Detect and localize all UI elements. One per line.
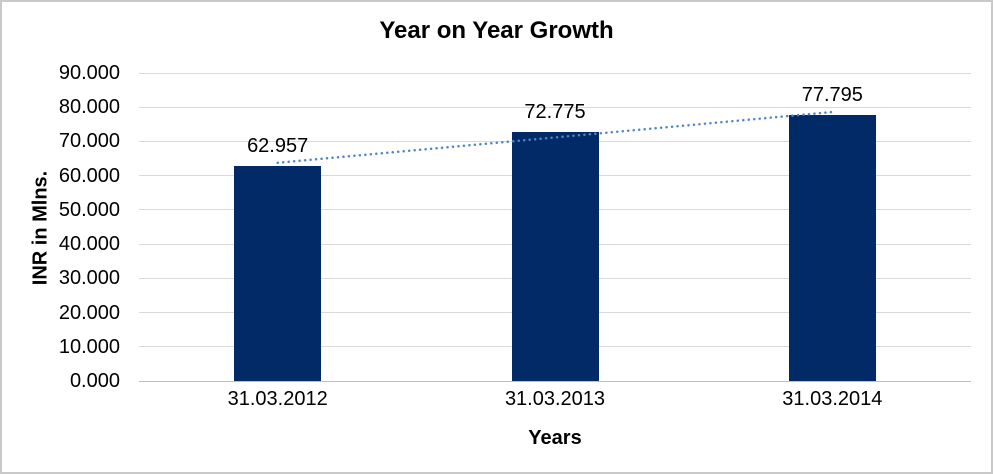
bar: [234, 165, 322, 381]
x-tick-label: 31.03.2014: [782, 388, 883, 410]
x-tick-label: 31.03.2013: [504, 388, 606, 410]
y-tick-label: 10.000: [58, 335, 120, 358]
bar-data-label: 77.795: [801, 83, 863, 106]
y-tick-label: 30.000: [58, 267, 120, 290]
y-tick-label: 80.000: [58, 96, 120, 119]
plot-area: 62.957 72.775 77.795: [139, 72, 971, 382]
y-tick-label: 60.000: [58, 164, 120, 187]
gridline: [139, 106, 971, 108]
y-tick-label: 50.000: [58, 198, 120, 221]
bar-data-label: 62.957: [247, 134, 309, 157]
x-tick-label: 31.03.2012: [227, 388, 328, 410]
y-tick-label: 70.000: [58, 130, 120, 153]
x-axis-title: Years: [528, 427, 582, 449]
bar: [788, 114, 876, 381]
y-tick-label: 40.000: [58, 233, 120, 256]
chart-title: Year on Year Growth: [379, 17, 614, 44]
bar-data-label: 72.775: [524, 100, 586, 123]
gridline: [139, 72, 971, 74]
bar: [511, 131, 599, 381]
y-tick-label: 0.000: [69, 370, 120, 392]
y-tick-label: 90.000: [58, 62, 120, 84]
x-axis-line: [139, 380, 971, 382]
y-tick-label: 20.000: [58, 301, 120, 324]
